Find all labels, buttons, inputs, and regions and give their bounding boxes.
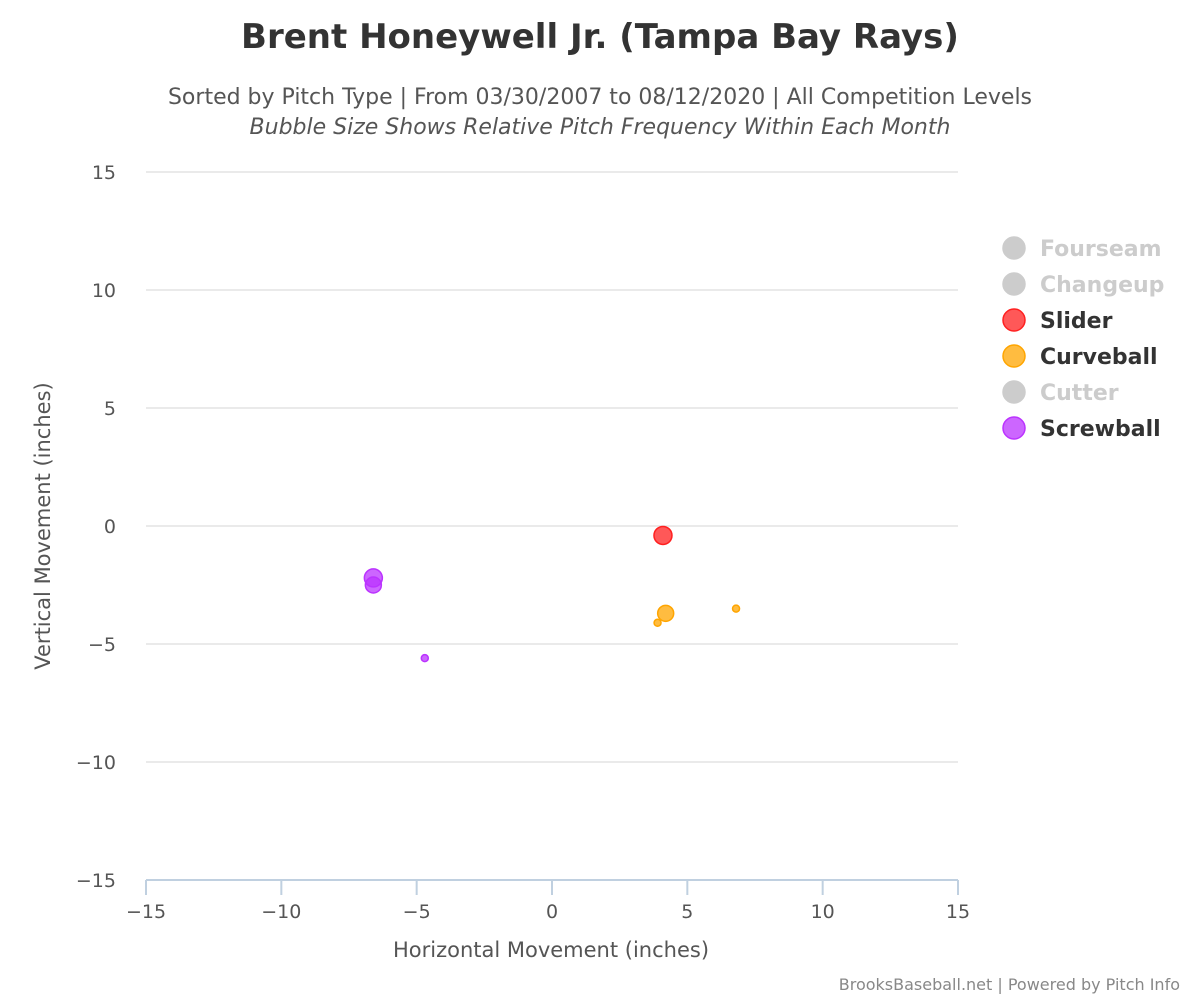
data-point-slider[interactable]	[653, 525, 673, 546]
x-tick-label: 10	[811, 901, 835, 923]
legend-marker	[1002, 344, 1026, 368]
y-tick-label: −15	[76, 870, 116, 892]
legend-label: Curveball	[1040, 345, 1158, 370]
data-point-curveball[interactable]	[656, 604, 675, 623]
legend-label: Slider	[1040, 309, 1113, 334]
grid-lines	[146, 171, 958, 763]
legend-marker	[1002, 272, 1026, 296]
data-point-screwball[interactable]	[364, 576, 383, 594]
legend-item-fourseam[interactable]: Fourseam	[1002, 236, 1162, 262]
x-tick-label: 5	[681, 901, 693, 923]
y-axis-tick-labels: 15 10 5 0 −5 −10 −15	[76, 162, 116, 892]
legend-marker	[1002, 236, 1026, 260]
y-tick-label: 0	[104, 516, 116, 538]
x-tick-label: 0	[546, 901, 558, 923]
x-tick-label: −15	[126, 901, 166, 923]
y-tick-label: −10	[76, 752, 116, 774]
x-axis	[145, 879, 959, 895]
legend-label: Cutter	[1040, 381, 1119, 406]
legend-label: Fourseam	[1040, 237, 1162, 262]
legend-label: Screwball	[1040, 417, 1161, 442]
legend-marker	[1002, 416, 1026, 440]
chart-subtitle-note: Bubble Size Shows Relative Pitch Frequen…	[250, 115, 951, 140]
x-axis-tick-labels: −15 −10 −5 0 5 10 15	[126, 901, 970, 923]
y-axis-title: Vertical Movement (inches)	[31, 382, 55, 669]
legend-item-curveball[interactable]: Curveball	[1002, 344, 1158, 370]
chart-title: Brent Honeywell Jr. (Tampa Bay Rays)	[241, 17, 959, 57]
x-tick-label: −10	[261, 901, 301, 923]
legend: Fourseam Changeup Slider Curveball Cutter Scr…	[1002, 236, 1164, 442]
data-point-curveball[interactable]	[731, 604, 741, 613]
legend-item-cutter[interactable]: Cutter	[1002, 380, 1119, 406]
data-point-curveball[interactable]	[653, 618, 662, 628]
x-axis-title: Horizontal Movement (inches)	[393, 938, 709, 962]
y-tick-label: −5	[88, 634, 116, 656]
legend-item-slider[interactable]: Slider	[1002, 308, 1113, 334]
legend-label: Changeup	[1040, 273, 1164, 298]
legend-item-screwball[interactable]: Screwball	[1002, 416, 1161, 442]
y-tick-label: 10	[92, 280, 116, 302]
y-tick-label: 15	[92, 162, 116, 184]
y-tick-label: 5	[104, 398, 116, 420]
chart-subtitle: Sorted by Pitch Type | From 03/30/2007 t…	[168, 85, 1032, 110]
data-points	[363, 525, 741, 663]
x-tick-label: 15	[946, 901, 970, 923]
credits[interactable]: BrooksBaseball.net | Powered by Pitch In…	[839, 975, 1180, 994]
data-point-screwball[interactable]	[420, 653, 430, 663]
legend-marker	[1002, 380, 1026, 404]
legend-item-changeup[interactable]: Changeup	[1002, 272, 1164, 298]
legend-marker	[1002, 308, 1026, 332]
x-tick-label: −5	[403, 901, 431, 923]
